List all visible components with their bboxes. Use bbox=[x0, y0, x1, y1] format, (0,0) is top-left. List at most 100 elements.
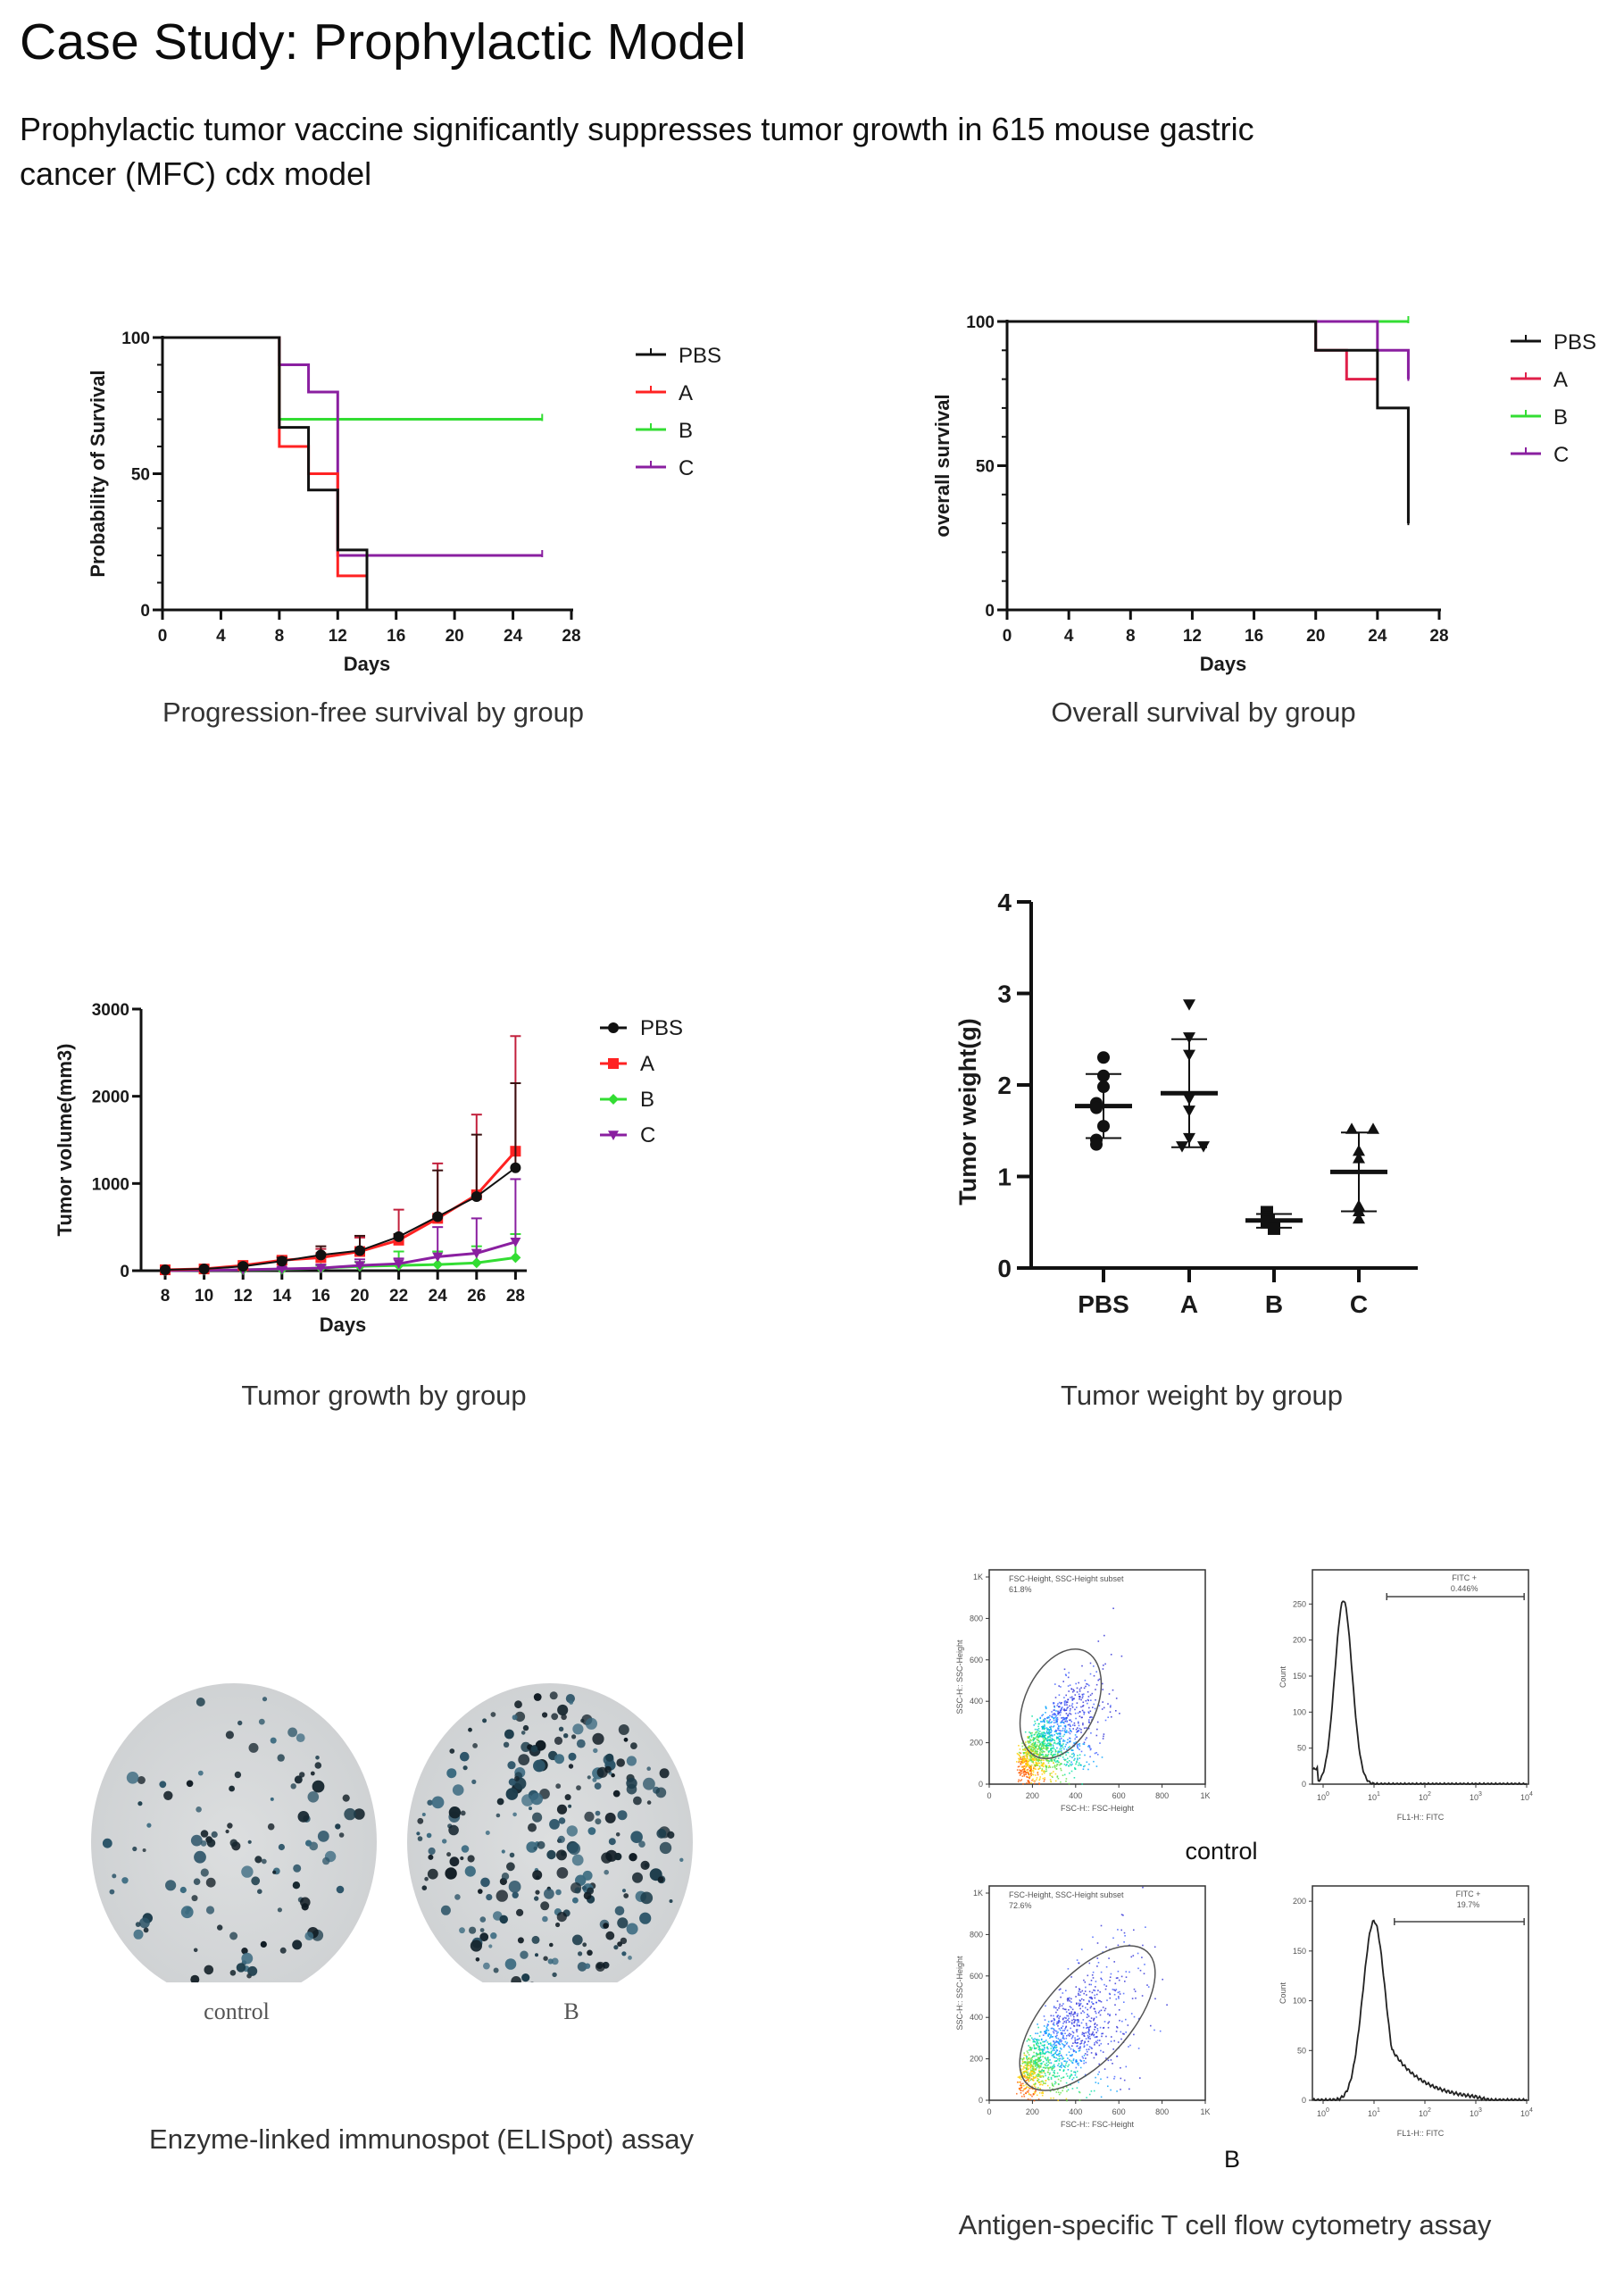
event-dot bbox=[1119, 1713, 1120, 1714]
event-dot bbox=[1076, 1959, 1079, 1961]
event-dot bbox=[1074, 1734, 1077, 1736]
event-dot bbox=[1068, 2009, 1070, 2011]
event-dot bbox=[1038, 2047, 1040, 2048]
event-dot bbox=[1082, 1723, 1084, 1724]
event-dot bbox=[1083, 1711, 1085, 1714]
event-dot bbox=[1107, 2059, 1110, 2062]
event-dot bbox=[1037, 2039, 1039, 2040]
elispot-spot bbox=[486, 1894, 493, 1901]
event-dot bbox=[1087, 2040, 1089, 2042]
event-dot bbox=[1057, 2021, 1060, 2023]
event-dot bbox=[1026, 2065, 1028, 2067]
event-dot bbox=[1039, 2056, 1042, 2057]
event-dot bbox=[1035, 2055, 1037, 2057]
event-dot bbox=[1090, 2090, 1093, 2092]
y-tick-label: 150 bbox=[1293, 1947, 1306, 1956]
event-dot bbox=[1128, 1971, 1130, 1973]
event-dot bbox=[1054, 1780, 1057, 1782]
event-dot bbox=[1107, 2022, 1109, 2024]
event-dot bbox=[1047, 2058, 1049, 2060]
event-dot bbox=[1067, 1999, 1069, 2002]
event-dot bbox=[1033, 1748, 1035, 1750]
event-dot bbox=[1108, 1992, 1111, 1995]
elispot-spot bbox=[540, 1901, 550, 1911]
series-line-c bbox=[162, 336, 543, 557]
event-dot bbox=[1031, 2067, 1034, 2070]
event-dot bbox=[1095, 1981, 1097, 1982]
event-dot bbox=[1029, 1749, 1032, 1751]
elispot-spot bbox=[241, 1865, 254, 1878]
event-dot bbox=[1119, 1990, 1120, 1993]
event-dot bbox=[1112, 1989, 1114, 1990]
event-dot bbox=[1067, 1761, 1069, 1764]
elispot-spot bbox=[143, 1927, 149, 1933]
event-dot bbox=[1067, 1714, 1070, 1717]
event-dot bbox=[1079, 2091, 1081, 2094]
event-dot bbox=[1044, 2040, 1046, 2043]
event-dot bbox=[1035, 1768, 1037, 1770]
event-dot bbox=[1066, 2075, 1069, 2077]
x-tick-label: 102 bbox=[1419, 1791, 1431, 1802]
elispot-spot bbox=[617, 1941, 622, 1947]
event-dot bbox=[1109, 1980, 1111, 1981]
event-dot bbox=[1051, 2069, 1054, 2071]
event-dot bbox=[1034, 2059, 1036, 2062]
legend-label-b: B bbox=[640, 1088, 654, 1112]
elispot-spot bbox=[657, 1876, 664, 1883]
event-dot bbox=[1076, 2029, 1079, 2031]
event-dot bbox=[1041, 2075, 1044, 2077]
event-dot bbox=[1052, 2074, 1054, 2077]
event-dot bbox=[1054, 2035, 1057, 2038]
event-dot bbox=[1117, 1991, 1120, 1994]
event-dot bbox=[1052, 2067, 1054, 2069]
data-point-pbs bbox=[315, 1249, 327, 1261]
event-dot bbox=[1055, 2075, 1057, 2078]
event-dot bbox=[1051, 1716, 1054, 1718]
elispot-spot bbox=[572, 1897, 579, 1904]
elispot-spot bbox=[225, 1731, 234, 1740]
event-dot bbox=[1042, 1719, 1045, 1721]
data-point-c bbox=[1353, 1212, 1365, 1224]
event-dot bbox=[1053, 1753, 1055, 1756]
event-dot bbox=[1044, 2019, 1046, 2021]
elispot-spot bbox=[344, 1807, 356, 1821]
event-dot bbox=[1027, 2098, 1029, 2100]
event-dot bbox=[1025, 1748, 1027, 1750]
histogram-control: FITC +0.446%100 101 102 103 1040501001502002… bbox=[1278, 1569, 1533, 1822]
elispot-spot bbox=[237, 1720, 243, 1726]
event-dot bbox=[1065, 1717, 1068, 1719]
event-dot bbox=[1053, 2085, 1054, 2087]
event-dot bbox=[1062, 2023, 1064, 2024]
legend-label-c: C bbox=[1553, 443, 1569, 467]
event-dot bbox=[1018, 1779, 1020, 1781]
event-dot bbox=[1082, 1723, 1084, 1726]
event-dot bbox=[1062, 2056, 1063, 2058]
event-dot bbox=[1057, 2065, 1059, 2066]
event-dot bbox=[1042, 1756, 1044, 1757]
event-dot bbox=[1071, 1698, 1074, 1700]
event-dot bbox=[1048, 1735, 1051, 1737]
event-dot bbox=[1103, 2021, 1106, 2023]
event-dot bbox=[1038, 2069, 1040, 2072]
x-tick-label: 400 bbox=[1069, 1791, 1082, 1800]
legend-label-a: A bbox=[679, 381, 693, 405]
event-dot bbox=[1021, 2060, 1024, 2063]
event-dot bbox=[1033, 1743, 1036, 1746]
event-dot bbox=[1032, 2056, 1034, 2057]
event-dot bbox=[1065, 2086, 1068, 2088]
event-dot bbox=[1074, 1708, 1076, 1711]
event-dot bbox=[1039, 2088, 1041, 2090]
event-dot bbox=[1053, 1713, 1055, 1714]
event-dot bbox=[1079, 2047, 1081, 2049]
event-dot bbox=[1061, 2042, 1063, 2045]
event-dot bbox=[1128, 2046, 1129, 2048]
elispot-spot bbox=[557, 1704, 569, 1716]
event-dot bbox=[1063, 1718, 1065, 1720]
event-dot bbox=[1030, 2087, 1033, 2090]
event-dot bbox=[1166, 2004, 1168, 2006]
event-dot bbox=[1060, 1745, 1062, 1747]
event-dot bbox=[1078, 1724, 1080, 1727]
event-dot bbox=[1036, 2059, 1037, 2061]
event-dot bbox=[1076, 2042, 1078, 2044]
event-dot bbox=[1030, 1768, 1032, 1770]
